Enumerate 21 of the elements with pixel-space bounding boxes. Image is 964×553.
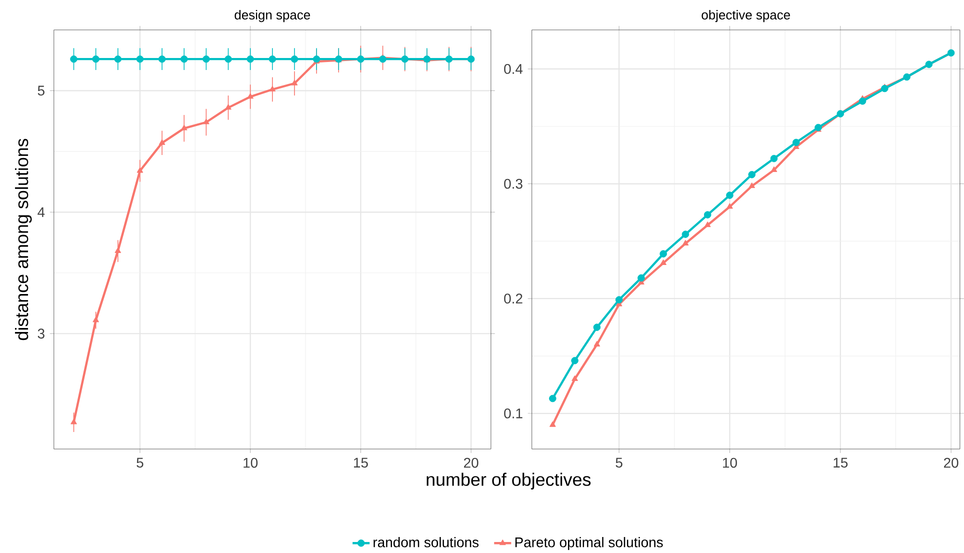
- y-tick-label: 3: [38, 328, 44, 338]
- y-tick-label: 0.1: [504, 408, 522, 418]
- x-tick-label: 5: [136, 458, 144, 468]
- x-tick-label: 20: [464, 458, 478, 468]
- y-tick-label: 5: [38, 86, 44, 96]
- legend-label: random solutions: [374, 536, 479, 548]
- y-tick-label: 4: [38, 207, 45, 217]
- legend-label: Pareto optimal solutions: [515, 536, 663, 550]
- x-axis-title: number of objectives: [426, 472, 591, 490]
- x-tick-label: 5: [616, 458, 622, 468]
- chart-title: design space: [234, 10, 310, 22]
- x-tick-label: 10: [723, 458, 737, 468]
- y-tick-label: 0.3: [504, 178, 522, 189]
- y-tick-label: 0.2: [504, 294, 522, 304]
- y-tick-label: 0.4: [504, 64, 523, 74]
- x-tick-label: 15: [834, 458, 848, 468]
- y-axis-title: distance among solutions: [15, 138, 32, 340]
- x-tick-label: 20: [944, 458, 958, 468]
- x-tick-label: 10: [244, 458, 258, 468]
- x-tick-label: 15: [354, 458, 368, 468]
- chart-title: objective space: [702, 10, 790, 22]
